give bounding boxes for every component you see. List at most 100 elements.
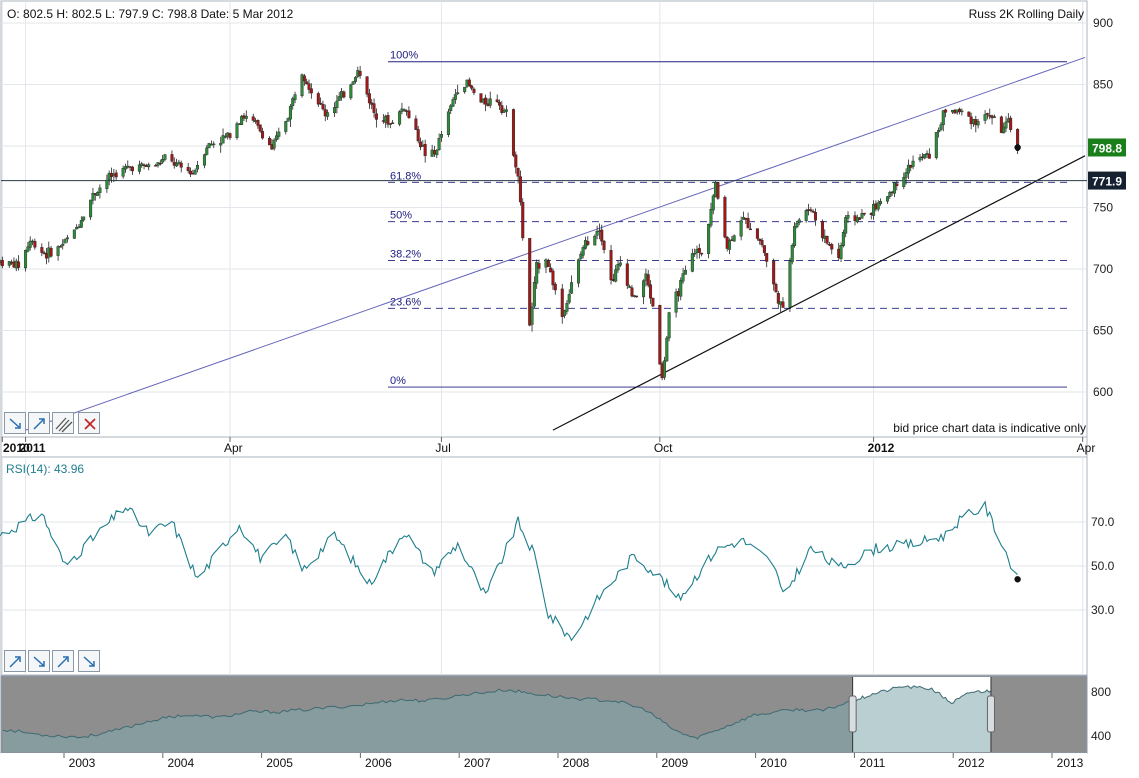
candle-body <box>221 135 225 144</box>
candle-body <box>985 113 989 115</box>
candle-body <box>147 164 151 168</box>
rsi-draw-down-tool-2[interactable] <box>78 650 100 672</box>
price-tick-label: 750 <box>1093 201 1113 215</box>
candle-body <box>98 187 102 193</box>
candle-body <box>391 122 395 124</box>
candle-body <box>658 305 662 365</box>
candle-body <box>414 118 418 130</box>
candle-body <box>570 282 574 294</box>
candle-body <box>177 161 181 164</box>
candle-body <box>602 240 606 250</box>
candle-body <box>532 281 536 307</box>
channel-upper-line <box>25 56 1086 431</box>
candle-body <box>690 253 694 272</box>
fib-level-label: 38.2% <box>390 248 421 260</box>
candle-body <box>75 227 79 230</box>
arrow-up-right-icon <box>33 418 45 430</box>
candle-body <box>825 236 829 244</box>
candle-body <box>862 212 866 215</box>
candle-body <box>609 250 613 281</box>
candle-body <box>121 167 125 177</box>
candle-body <box>212 143 216 146</box>
candle-body <box>402 109 406 111</box>
navigator-year-label: 2003 <box>69 756 96 770</box>
candle-body <box>358 71 362 76</box>
candle-body <box>472 88 476 93</box>
candle-body <box>274 135 278 140</box>
candle-body <box>846 215 850 219</box>
candle-body <box>28 240 32 248</box>
price-panel-frame <box>0 0 1088 438</box>
date-tick-label: 2010 <box>3 441 30 455</box>
candle-body <box>439 134 443 138</box>
candle-body <box>860 213 864 219</box>
candle-body <box>546 260 550 267</box>
candle-body <box>790 244 794 263</box>
candle-body <box>261 131 265 139</box>
draw-trend-up-tool[interactable] <box>28 412 50 434</box>
candle-body <box>293 94 297 100</box>
candle-body <box>321 103 325 110</box>
close-icon <box>84 418 96 430</box>
candle-body <box>709 208 713 226</box>
candle-body <box>879 200 883 205</box>
delete-drawings-tool[interactable] <box>78 412 100 434</box>
candle-body <box>788 260 792 308</box>
candle-body <box>446 111 450 135</box>
candle-body <box>567 294 571 303</box>
candle-body <box>453 94 457 100</box>
candle-body <box>616 264 620 271</box>
candle-body <box>904 172 908 178</box>
candle-body <box>586 241 590 245</box>
rsi-draw-up-tool[interactable] <box>4 650 26 672</box>
rsi-series <box>0 500 1021 642</box>
disclaimer-text: bid price chart data is indicative only <box>893 421 1086 435</box>
candle-body <box>872 204 876 216</box>
candle-body <box>189 170 193 175</box>
candle-body <box>528 238 532 326</box>
candle-body <box>337 96 341 101</box>
candle-body <box>820 221 824 239</box>
candle-body <box>537 263 541 269</box>
candle-body <box>844 217 848 234</box>
draw-channel-tool[interactable] <box>52 412 74 434</box>
candle-body <box>781 301 785 308</box>
candle-body <box>179 162 183 168</box>
candle-body <box>667 312 671 339</box>
candle-body <box>284 121 288 132</box>
candle-body <box>549 267 553 273</box>
line-price-badge-text: 771.9 <box>1092 175 1122 189</box>
rsi-draw-down-tool[interactable] <box>28 650 50 672</box>
candle-body <box>906 164 910 174</box>
candle-body <box>195 165 199 170</box>
navigator-year-label: 2006 <box>365 756 392 770</box>
rsi-draw-up-tool-2[interactable] <box>52 650 74 672</box>
candle-body <box>49 247 53 257</box>
candle-body <box>521 202 525 239</box>
candle-body <box>82 216 86 221</box>
candle-body <box>927 153 931 159</box>
arrow-down-right-icon <box>9 418 21 429</box>
candle-body <box>618 262 622 266</box>
candle-body <box>577 259 581 284</box>
candle-body <box>530 306 534 325</box>
candle-body <box>0 259 4 267</box>
candle-body <box>765 253 769 262</box>
low-label: L: <box>105 7 115 21</box>
candlestick-series <box>0 65 1021 381</box>
ohlc-readout: O: 802.5 H: 802.5 L: 797.9 C: 798.8 Date… <box>7 7 294 21</box>
candle-body <box>367 93 371 104</box>
navigator-year-label: 2005 <box>266 756 293 770</box>
navigator-year-label: 2011 <box>859 756 885 770</box>
candle-body <box>809 209 813 211</box>
candle-body <box>1009 117 1013 130</box>
chart-title: Russ 2K Rolling Daily <box>969 7 1084 21</box>
candle-body <box>467 79 471 86</box>
candle-body <box>565 303 569 312</box>
candle-body <box>651 297 655 307</box>
draw-trend-down-tool[interactable] <box>4 412 26 434</box>
navigator-content[interactable]: 800 400 <box>2 677 1111 752</box>
